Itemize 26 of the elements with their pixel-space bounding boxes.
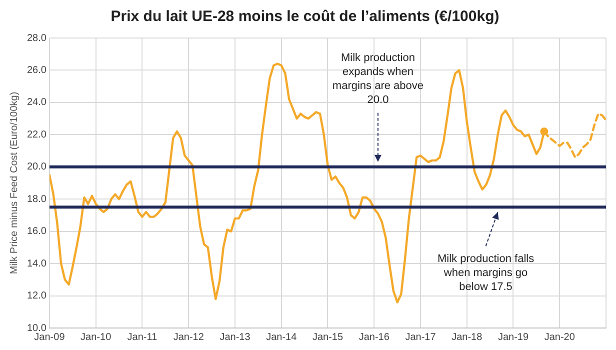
x-tick-label: Jan-12 (173, 332, 204, 343)
x-tick-label: Jan-17 (405, 332, 436, 343)
chart-title: Prix du lait UE-28 moins le coût de l’aliments (€/100kg) (110, 8, 500, 26)
annotation: Milk production expands when margins are above 20.0 (332, 52, 424, 106)
x-tick-label: Jan-10 (80, 332, 112, 343)
x-tick-label: Jan-18 (452, 332, 483, 343)
x-tick-label: Jan-13 (220, 332, 251, 343)
x-tick-label: Jan-14 (266, 332, 298, 343)
y-tick-label: 28.0 (26, 32, 47, 44)
y-tick-label: 16.0 (26, 226, 47, 238)
annotation: Milk production falls when margins go below 17.5 (437, 253, 535, 294)
y-tick-label: 14.0 (26, 258, 47, 270)
y-tick-label: 24.0 (26, 97, 47, 108)
y-axis-title: Milk Price minus Feed Cost (Euro/100kg) (8, 92, 20, 274)
y-tick-label: 20.0 (26, 162, 47, 173)
y-tick-label: 10.0 (26, 322, 47, 334)
x-tick-label: Jan-11 (127, 332, 158, 343)
x-tick-label: Jan-09 (34, 332, 66, 343)
y-tick-label: 18.0 (26, 194, 47, 205)
y-tick-label: 22.0 (26, 129, 47, 140)
y-tick-label: 26.0 (26, 64, 47, 76)
x-tick-label: Jan-20 (544, 332, 576, 343)
x-tick-label: Jan-15 (312, 332, 344, 343)
y-tick-label: 12.0 (26, 290, 47, 302)
x-tick-label: Jan-19 (498, 332, 529, 343)
x-tick-label: Jan-16 (358, 332, 390, 343)
